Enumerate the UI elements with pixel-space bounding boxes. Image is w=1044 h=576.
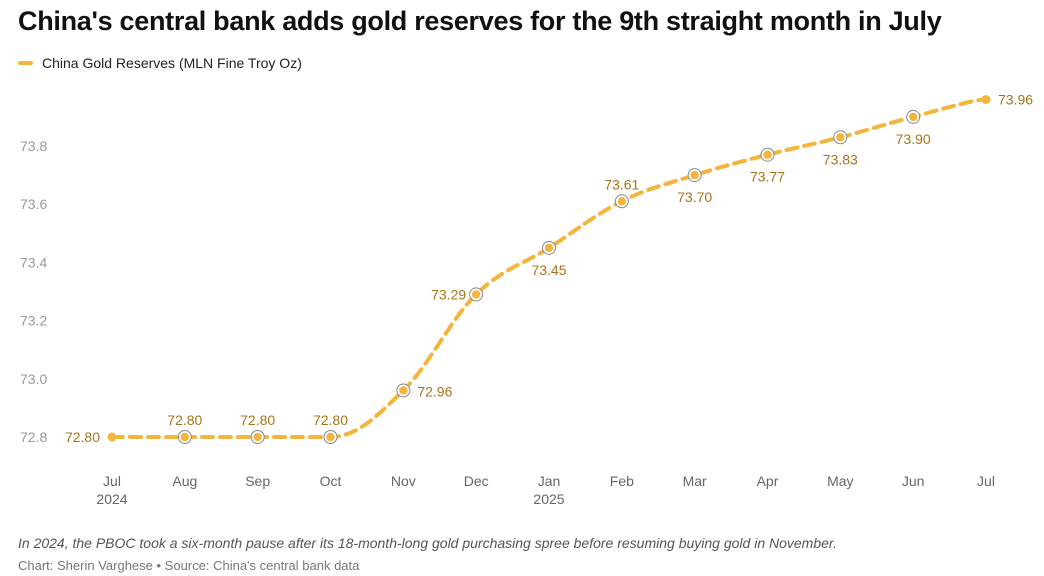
legend-swatch: [18, 61, 33, 65]
x-tick-label: May: [827, 473, 853, 489]
x-tick-label: Aug: [172, 473, 197, 489]
x-tick-label: Jul: [977, 473, 995, 489]
y-tick-label: 72.8: [20, 429, 47, 445]
data-point: [981, 94, 991, 104]
data-point-dot: [617, 197, 627, 206]
data-point: [687, 168, 702, 183]
x-tick-year-label: 2025: [533, 491, 564, 507]
data-point-dot: [399, 386, 408, 395]
chart-title: China's central bank adds gold reserves …: [18, 6, 942, 36]
y-axis: 72.8 73.0 73.2 73.4 73.6 73.8: [20, 138, 47, 445]
data-point-dot: [326, 432, 335, 442]
data-label: 73.61: [604, 176, 639, 192]
data-label: 73.90: [896, 131, 931, 147]
data-point: [396, 383, 411, 398]
line-chart: 72.8 73.0 73.2 73.4 73.6 73.8 Jul 2024 Aug Sep Oc…: [20, 91, 1033, 507]
x-tick-year-label: 2024: [96, 491, 127, 507]
x-tick-label: Apr: [757, 473, 779, 489]
y-tick-label: 73.4: [20, 254, 47, 270]
data-label: 72.80: [240, 412, 275, 428]
data-point-dot: [908, 112, 918, 122]
legend: China Gold Reserves (MLN Fine Troy Oz): [18, 55, 302, 71]
data-label: 73.45: [531, 262, 566, 278]
data-point: [323, 430, 338, 444]
data-label: 73.96: [998, 91, 1033, 107]
data-point-dot: [763, 150, 772, 159]
y-tick-label: 73.6: [20, 196, 47, 212]
data-point: [177, 430, 192, 444]
data-points: [107, 94, 991, 444]
y-tick-label: 73.8: [20, 138, 47, 154]
data-point: [906, 109, 921, 124]
x-tick-label: Nov: [391, 473, 416, 489]
legend-label: China Gold Reserves (MLN Fine Troy Oz): [42, 55, 302, 71]
data-label: 73.29: [431, 286, 466, 302]
x-tick-label: Oct: [320, 473, 342, 489]
data-label: 72.80: [313, 412, 348, 428]
x-tick-label: Feb: [610, 473, 634, 489]
data-point: [833, 130, 848, 145]
x-axis: Jul 2024 Aug Sep Oct Nov Dec Jan 2025 Feb Mar Apr Ma…: [96, 473, 995, 507]
data-label: 72.80: [167, 412, 202, 428]
data-point: [469, 287, 484, 302]
x-tick-label: Jan: [538, 473, 561, 489]
data-point-dot: [836, 133, 845, 142]
x-tick-label: Jun: [902, 473, 925, 489]
x-tick-label: Mar: [683, 473, 707, 489]
data-point: [614, 194, 629, 209]
data-point: [107, 432, 117, 442]
x-tick-label: Jul: [103, 473, 121, 489]
data-point-dot: [471, 290, 481, 299]
data-point-dot: [544, 243, 554, 253]
data-label: 73.77: [750, 169, 785, 185]
chart-source: Chart: Sherin Varghese • Source: China's…: [18, 558, 360, 573]
data-point: [760, 147, 775, 162]
x-tick-label: Sep: [245, 473, 270, 489]
data-point-dot: [690, 170, 699, 180]
data-point: [250, 430, 265, 444]
data-label: 72.80: [65, 429, 100, 445]
y-tick-label: 73.2: [20, 313, 47, 329]
data-labels: 72.80 72.80 72.80 72.80 72.96 73.29 73.45 73.61…: [65, 91, 1033, 445]
y-tick-label: 73.0: [20, 371, 47, 387]
data-label: 73.83: [823, 151, 858, 167]
chart-note: In 2024, the PBOC took a six-month pause…: [18, 535, 837, 551]
data-point: [542, 240, 556, 255]
data-label: 72.96: [417, 383, 452, 399]
data-point-dot: [180, 432, 190, 442]
data-label: 73.70: [677, 189, 712, 205]
x-tick-label: Dec: [464, 473, 489, 489]
data-point-dot: [253, 432, 262, 442]
